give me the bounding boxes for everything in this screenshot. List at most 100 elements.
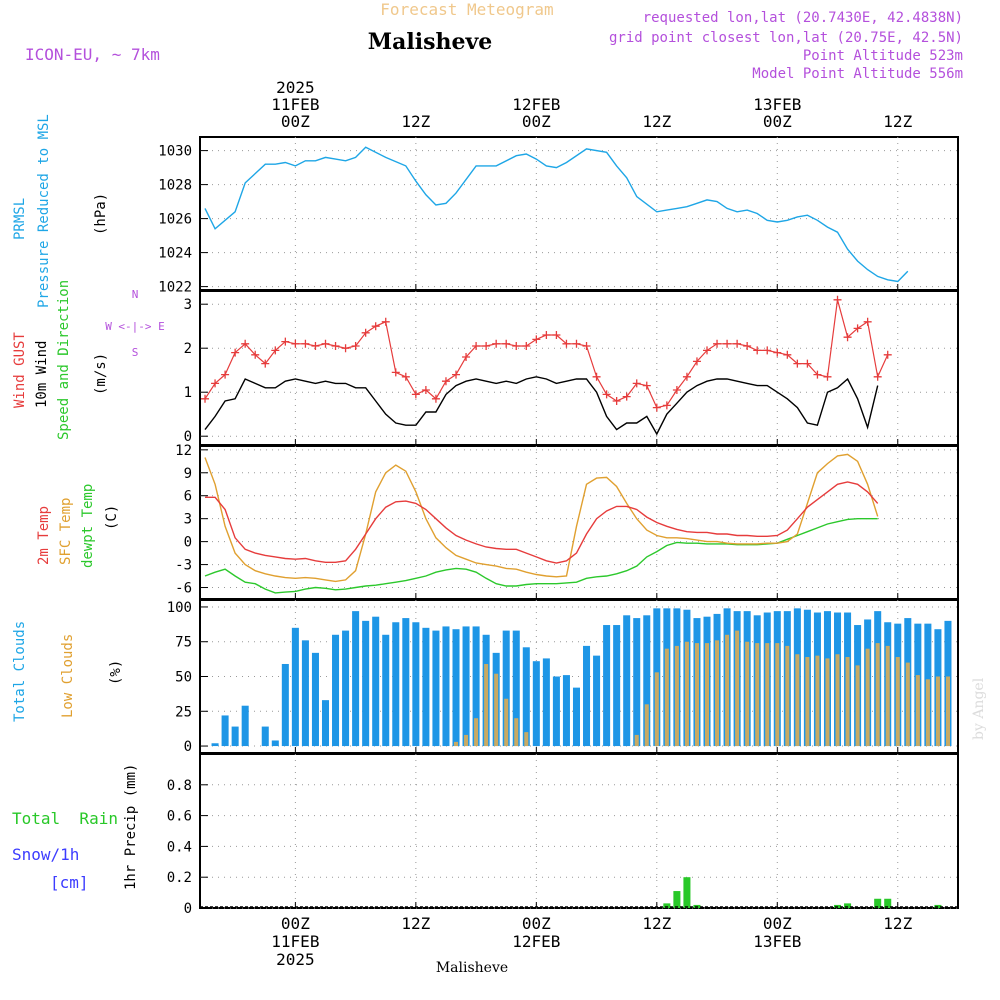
total-cloud-bar [271, 740, 279, 747]
total-cloud-bar [643, 615, 651, 747]
rain-bar [844, 903, 852, 908]
total-cloud-bar [552, 676, 560, 747]
low-cloud-bar [634, 734, 639, 747]
gust-point [512, 342, 521, 350]
clouds-panel: 0 25 50 75 100 [167, 599, 959, 755]
low-cloud-bar [664, 648, 669, 747]
panel-frame [199, 445, 959, 600]
low-cloud-bar [454, 741, 459, 747]
low-cloud-bar [464, 734, 469, 747]
precip-label-cm: [cm] [50, 873, 89, 892]
low-cloud-bar [524, 732, 529, 747]
footer-location: Malisheve [436, 960, 508, 976]
app-title: Forecast Meteogram [380, 0, 553, 19]
gust-point [371, 322, 380, 331]
total-cloud-bar [301, 640, 309, 747]
y-tick-label: 1024 [158, 246, 192, 262]
t2m-series-line [205, 481, 879, 564]
y-tick-label: 9 [184, 466, 192, 482]
y-tick-label: 12 [175, 443, 192, 459]
gust-point [482, 342, 491, 350]
y-tick-label: 0 [184, 739, 192, 755]
cloud-unit: (%) [108, 660, 124, 685]
time-label-bottom: 12Z [401, 914, 430, 933]
total-cloud-bar [562, 675, 570, 747]
y-tick-label: 0.2 [167, 870, 192, 886]
total-cloud-bar [532, 661, 540, 747]
y-tick-label: 1028 [158, 178, 192, 194]
temp-label-sfc: SFC Temp [58, 498, 74, 565]
low-cloud-bar [715, 640, 720, 747]
wind-label-10m: 10m Wind [34, 341, 50, 408]
compass-south: S [132, 346, 139, 359]
total-cloud-bar [613, 625, 621, 747]
sfc-temp-series-line [204, 453, 879, 583]
gust-point [572, 339, 581, 348]
y-tick-label: 3 [184, 512, 192, 528]
gust-point [452, 370, 461, 379]
y-tick-label: -6 [175, 581, 192, 597]
gust-point [492, 339, 501, 348]
y-tick-label: 1 [184, 385, 192, 401]
low-cloud-bar [855, 665, 860, 747]
gust-point [743, 342, 752, 350]
temp-label-2m: 2m Temp [36, 506, 52, 565]
gust-point [632, 379, 641, 388]
gust-point [532, 335, 541, 344]
low-cloud-bar [785, 645, 790, 747]
total-cloud-bar [291, 627, 299, 747]
gust-point [612, 397, 621, 405]
total-cloud-bar [362, 620, 370, 747]
total-cloud-bar [342, 630, 350, 747]
total-cloud-bar [512, 630, 520, 747]
total-cloud-bar [352, 611, 360, 747]
total-cloud-bar [593, 655, 601, 747]
gust-point [462, 353, 471, 361]
gust-point [221, 370, 230, 379]
time-label-top: 00Z [281, 112, 310, 131]
y-tick-label: 1026 [158, 212, 192, 228]
temperature-panel: -6 -3 0 3 6 9 12 [175, 443, 959, 600]
time-label-bottom: 00Z [281, 914, 310, 933]
gust-point [562, 339, 571, 348]
gust-point [853, 324, 862, 333]
gust-point [271, 346, 280, 355]
time-label-bottom: 12FEB [512, 932, 560, 951]
low-cloud-bar [684, 641, 689, 747]
compass-west-east: W <-|-> E [105, 320, 165, 333]
total-cloud-bar [412, 622, 420, 747]
total-cloud-bar [572, 687, 581, 747]
time-label-bottom: 2025 [276, 950, 315, 969]
gust-point [441, 377, 450, 386]
gust-point [231, 348, 240, 357]
y-tick-label: 3 [184, 297, 192, 313]
y-tick-label: 6 [184, 489, 192, 505]
total-cloud-bar [211, 743, 219, 747]
gust-point [763, 346, 772, 355]
precip-labels: Total Rain Snow/1h [cm] 1hr Precip (mm) [12, 764, 139, 892]
total-cloud-bar [221, 715, 229, 747]
low-cloud-bar [694, 643, 699, 747]
time-label-bottom: 00Z [763, 914, 792, 933]
y-tick-label: 50 [175, 670, 192, 686]
total-cloud-bar [392, 622, 400, 747]
total-cloud-bar [502, 630, 510, 747]
gust-point [361, 328, 370, 337]
gust-point [582, 342, 591, 350]
gust-point [321, 339, 330, 348]
panel-frame [199, 290, 959, 446]
gust-point [642, 381, 651, 390]
pressure-panel: 1022 1024 1026 1028 1030 [158, 136, 959, 296]
gust-point [291, 339, 300, 348]
gust-point [883, 350, 892, 359]
pressure-labels: PRMSL Pressure Reduced to MSL (hPa) [12, 114, 109, 308]
gust-point [411, 390, 420, 399]
low-cloud-bar [935, 676, 940, 747]
time-label-bottom: 11FEB [271, 932, 319, 951]
total-cloud-bar [623, 615, 631, 747]
gust-point [391, 368, 400, 377]
precip-label-rain: Total Rain [12, 809, 118, 828]
total-cloud-bar [321, 700, 330, 747]
cloud-labels: Total Clouds Low Clouds (%) [12, 621, 124, 722]
